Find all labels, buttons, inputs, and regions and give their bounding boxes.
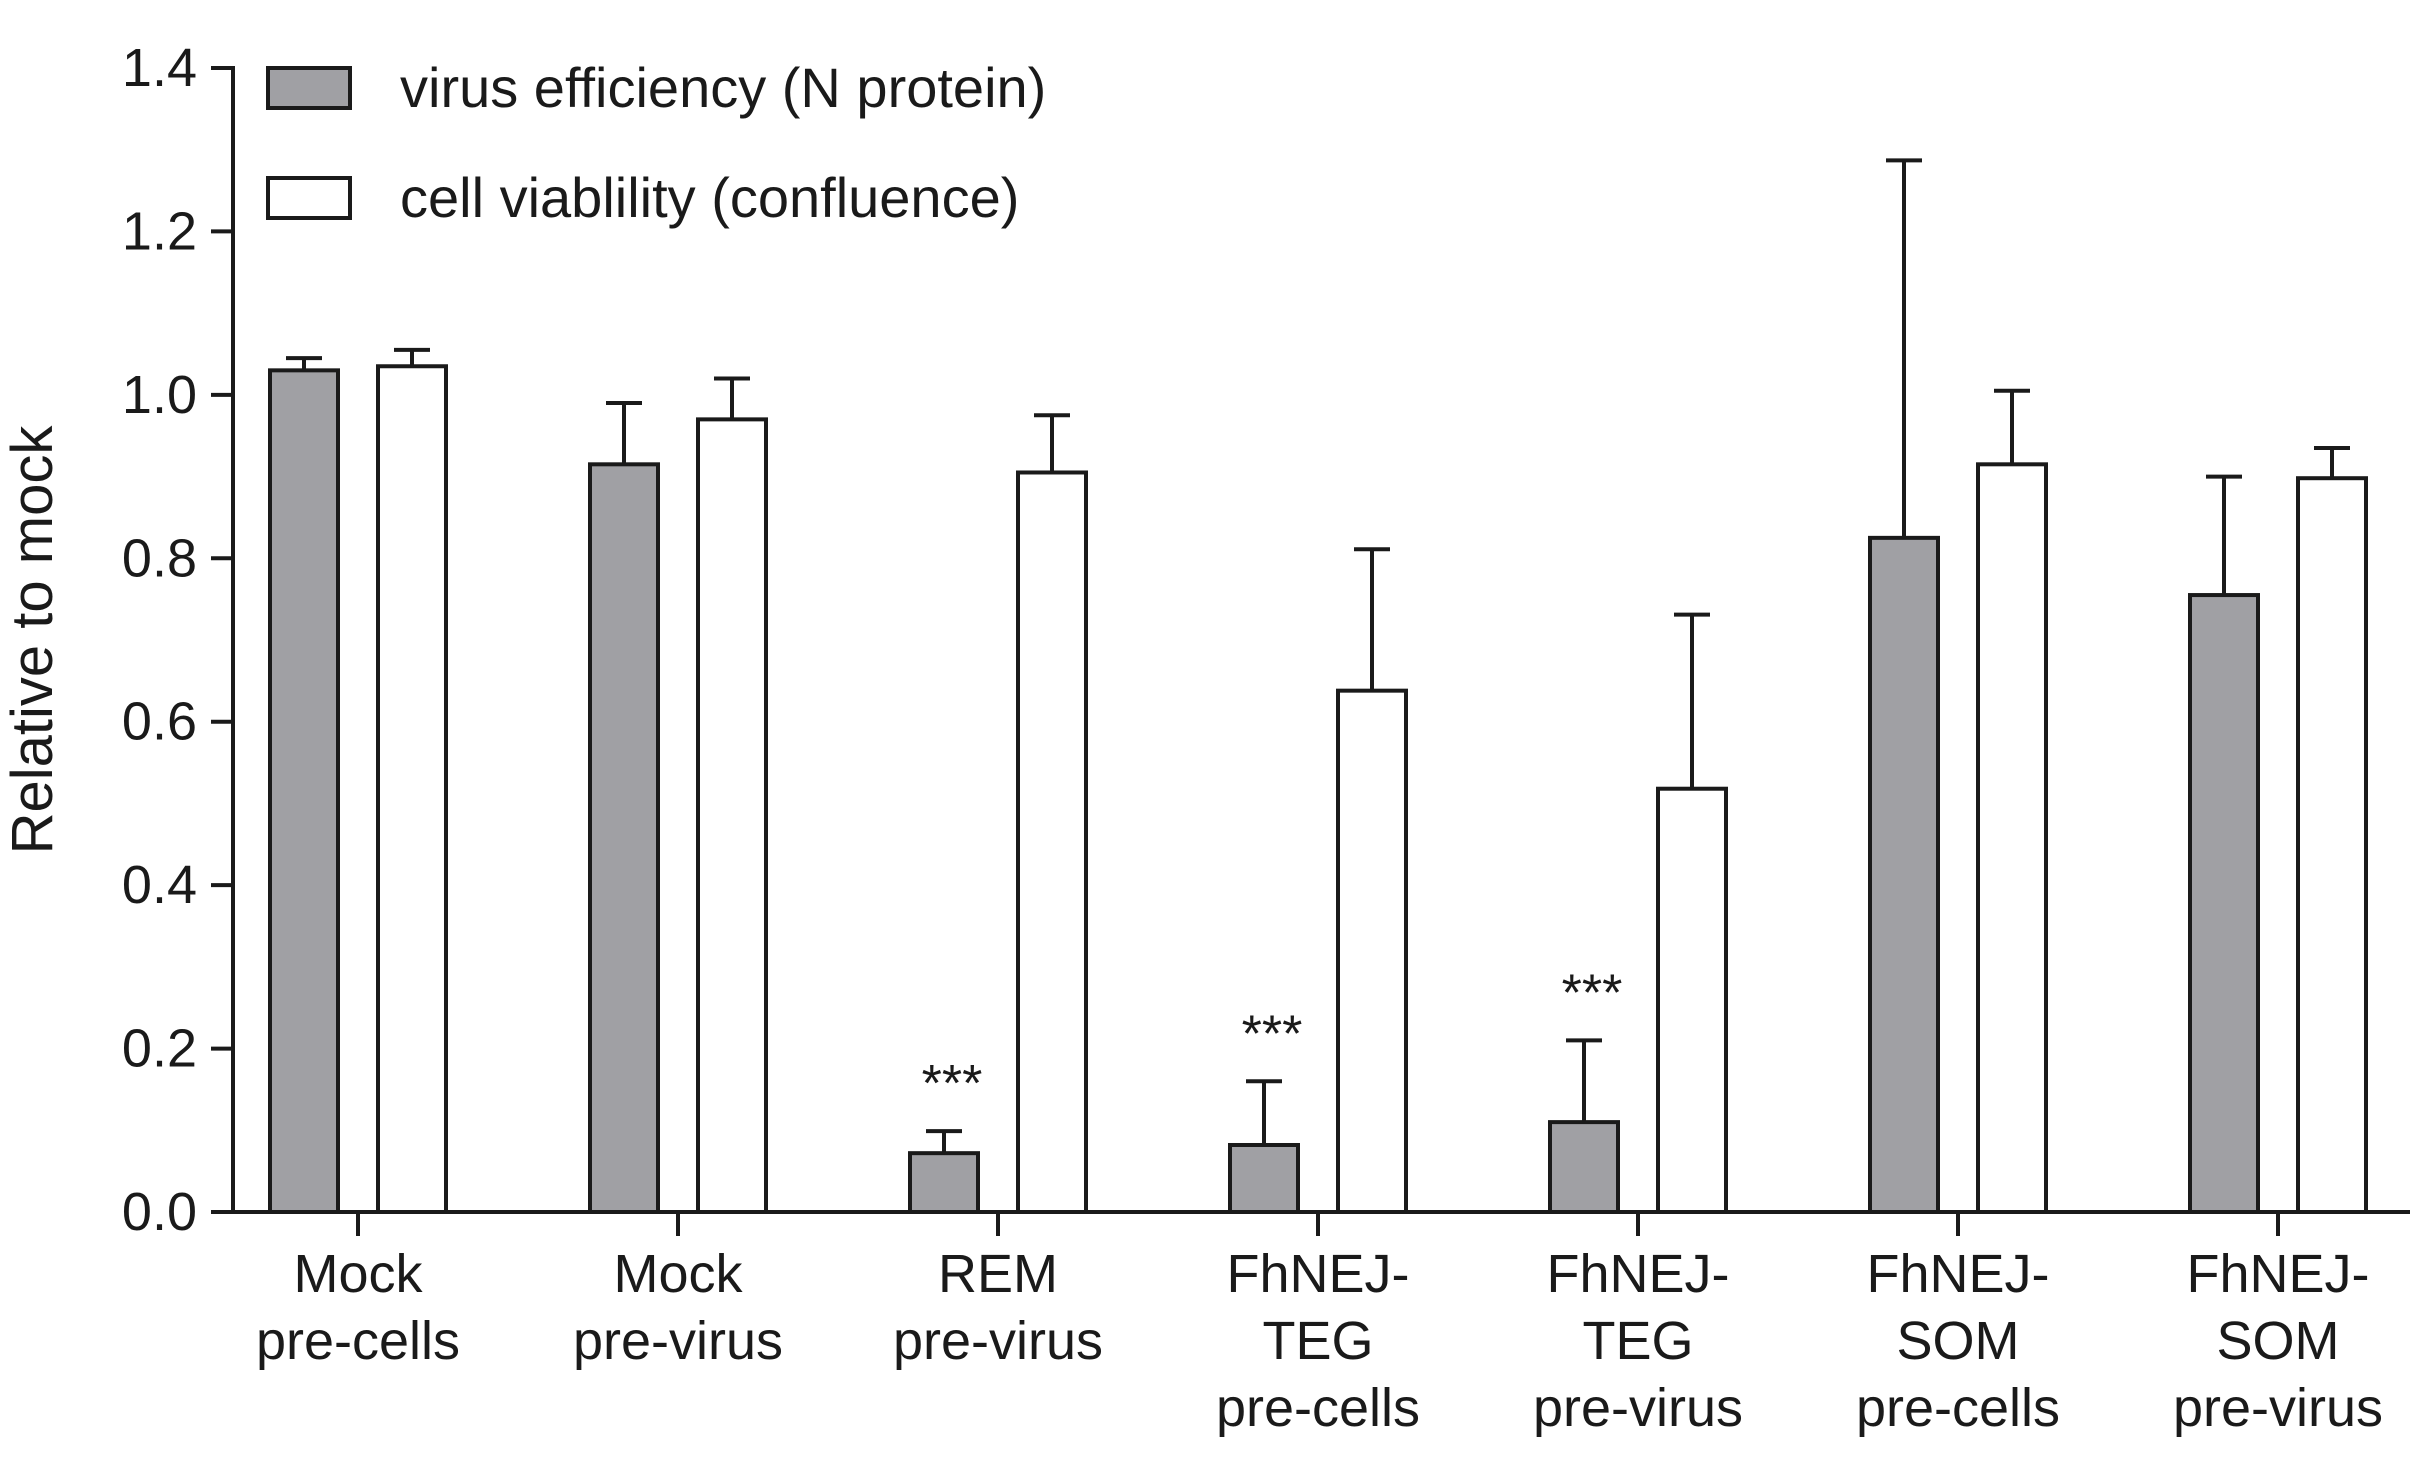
- significance-label: ***: [1242, 1005, 1303, 1063]
- y-tick-label: 1.0: [122, 365, 197, 425]
- x-category-label-line: FhNEJ-: [1546, 1244, 1729, 1304]
- bar-cell-viability: [1656, 786, 1728, 1214]
- y-axis: 0.0 0.2 0.4 0.6 0.8 1.0 1.2 1.4: [122, 38, 235, 1242]
- x-category-label: FhNEJ- TEG pre-virus: [1533, 1244, 1743, 1438]
- x-category-label: FhNEJ- TEG pre-cells: [1216, 1244, 1420, 1438]
- legend-label: cell viablility (confluence): [400, 166, 1019, 229]
- bar-cell-viability: [1336, 688, 1408, 1214]
- bar-virus-efficiency: [1868, 535, 1940, 1214]
- x-category-label-line: pre-virus: [2173, 1378, 2383, 1438]
- bar-virus-efficiency: [2188, 593, 2260, 1214]
- bar-cell-viability: [2296, 476, 2368, 1215]
- bar-virus-efficiency: [588, 462, 660, 1215]
- x-category-label-line: FhNEJ-: [2186, 1244, 2369, 1304]
- legend-swatch: [266, 66, 352, 110]
- bar-cell-viability: [1016, 470, 1088, 1214]
- y-tick-label: 0.4: [122, 855, 197, 915]
- legend-label: virus efficiency (N protein): [400, 56, 1046, 119]
- x-category-label: FhNEJ- SOM pre-virus: [2173, 1244, 2383, 1438]
- y-tick-label: 0.2: [122, 1019, 197, 1079]
- x-category-label: Mock pre-virus: [573, 1244, 783, 1371]
- bar-cell-viability: [696, 417, 768, 1215]
- x-category-label-line: SOM: [2216, 1311, 2339, 1371]
- y-tick-label: 0.0: [122, 1182, 197, 1242]
- x-category-label: REM pre-virus: [893, 1244, 1103, 1371]
- significance-label: ***: [1562, 964, 1623, 1022]
- x-category-label-line: Mock: [613, 1244, 743, 1304]
- x-category-label-line: TEG: [1262, 1311, 1373, 1371]
- y-axis-title: Relative to mock: [0, 425, 65, 855]
- legend: virus efficiency (N protein) cell viablil…: [266, 56, 1046, 229]
- x-category-label-line: pre-cells: [256, 1311, 460, 1371]
- x-category-label-line: REM: [938, 1244, 1058, 1304]
- bar-virus-efficiency: [1228, 1142, 1300, 1214]
- bar-cell-viability: [1976, 462, 2048, 1215]
- x-category-label: FhNEJ- SOM pre-cells: [1856, 1244, 2060, 1438]
- bar-virus-efficiency: [268, 368, 340, 1215]
- x-category-label: Mock pre-cells: [256, 1244, 460, 1371]
- significance-label: ***: [922, 1055, 983, 1113]
- x-category-label-line: pre-virus: [1533, 1378, 1743, 1438]
- x-category-label-line: Mock: [293, 1244, 423, 1304]
- legend-swatch: [266, 176, 352, 220]
- x-category-label-line: FhNEJ-: [1866, 1244, 2049, 1304]
- x-category-label-line: TEG: [1582, 1311, 1693, 1371]
- y-tick-label: 1.4: [122, 38, 197, 98]
- x-category-label-line: pre-virus: [893, 1311, 1103, 1371]
- y-tick-label: 0.8: [122, 528, 197, 588]
- y-tick-label: 0.6: [122, 692, 197, 752]
- bar-cell-viability: [376, 364, 448, 1214]
- bar-virus-efficiency: [908, 1151, 980, 1215]
- x-category-label-line: pre-virus: [573, 1311, 783, 1371]
- significance-marks: *** *** ***: [922, 964, 1623, 1113]
- x-category-label-line: SOM: [1896, 1311, 2019, 1371]
- x-category-label-line: pre-cells: [1856, 1378, 2060, 1438]
- x-category-label-line: pre-cells: [1216, 1378, 1420, 1438]
- x-category-label-line: FhNEJ-: [1226, 1244, 1409, 1304]
- bars: [268, 158, 2368, 1215]
- bar-virus-efficiency: [1548, 1120, 1620, 1214]
- y-tick-label: 1.2: [122, 201, 197, 261]
